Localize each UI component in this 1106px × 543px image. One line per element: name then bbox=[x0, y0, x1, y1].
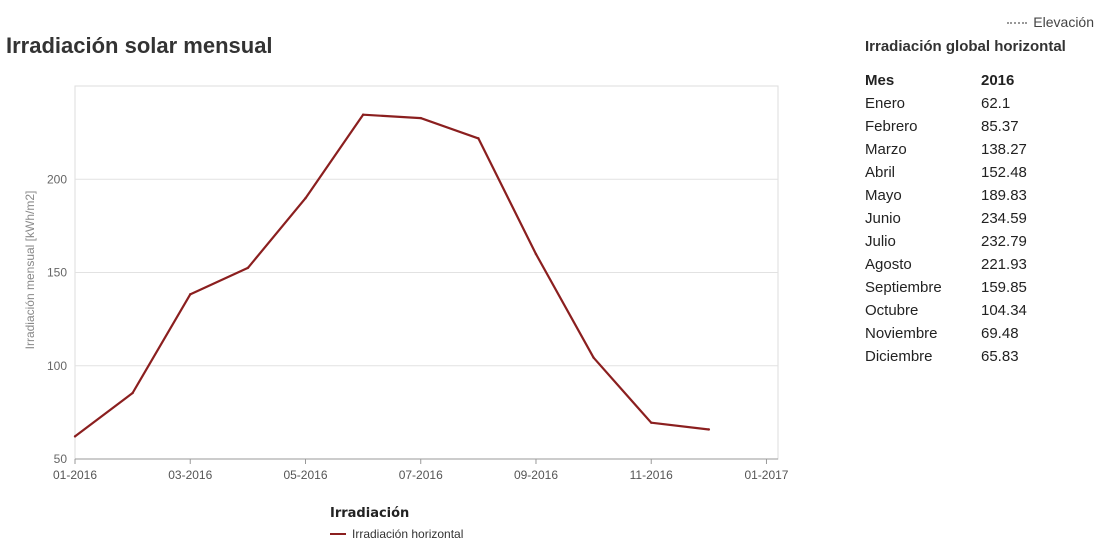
value-cell: 65.83 bbox=[981, 348, 1019, 365]
dotted-line-icon bbox=[1007, 22, 1028, 25]
series-swatch-icon bbox=[330, 533, 346, 535]
data-point bbox=[707, 428, 711, 431]
data-point bbox=[304, 197, 307, 200]
data-point bbox=[73, 435, 77, 438]
x-tick-label: 01-2016 bbox=[53, 468, 97, 482]
data-point bbox=[650, 421, 653, 424]
table-title: Irradiación global horizontal bbox=[865, 38, 1066, 55]
chart-legend: Irradiación Irradiación horizontal bbox=[330, 506, 463, 541]
x-tick-label: 05-2016 bbox=[283, 468, 327, 482]
table-row: Noviembre 69.48 bbox=[865, 322, 1027, 345]
series-line-irradiacion-horizontal bbox=[74, 113, 710, 438]
value-cell: 138.27 bbox=[981, 141, 1027, 158]
table-row: Octubre 104.34 bbox=[865, 299, 1027, 322]
chart-title: Irradiación solar mensual bbox=[6, 33, 273, 58]
data-point bbox=[592, 356, 595, 359]
month-cell: Junio bbox=[865, 210, 901, 227]
data-point bbox=[189, 293, 192, 296]
month-cell: Septiembre bbox=[865, 279, 942, 296]
month-cell: Julio bbox=[865, 233, 896, 250]
x-tick-label: 09-2016 bbox=[514, 468, 558, 482]
month-cell: Noviembre bbox=[865, 325, 938, 342]
month-cell: Octubre bbox=[865, 302, 919, 319]
table-row: Septiembre 159.85 bbox=[865, 276, 1027, 299]
header-year: 2016 bbox=[981, 72, 1015, 89]
data-point bbox=[534, 252, 538, 256]
month-cell: Abril bbox=[865, 164, 896, 181]
y-tick-label: 50 bbox=[54, 452, 68, 466]
value-cell: 234.59 bbox=[981, 210, 1027, 227]
month-cell: Febrero bbox=[865, 118, 918, 135]
month-cell: Diciembre bbox=[865, 348, 933, 365]
value-cell: 152.48 bbox=[981, 164, 1027, 181]
value-cell: 62.1 bbox=[981, 95, 1011, 112]
legend-item-label: Irradiación horizontal bbox=[352, 527, 464, 541]
elevation-legend-label: Elevación bbox=[1033, 14, 1094, 30]
data-point bbox=[361, 113, 365, 116]
value-cell: 232.79 bbox=[981, 233, 1027, 250]
legend-title: Irradiación bbox=[330, 506, 410, 521]
table-row: Febrero 85.37 bbox=[865, 115, 1027, 138]
x-tick-label: 11-2016 bbox=[630, 468, 673, 482]
table-header-row: Mes 2016 bbox=[865, 69, 1027, 92]
month-cell: Agosto bbox=[865, 256, 912, 273]
y-axis-label: Irradiación mensual [kWh/m2] bbox=[23, 190, 37, 350]
table-row: Julio 232.79 bbox=[865, 230, 1027, 253]
value-cell: 69.48 bbox=[981, 325, 1019, 342]
y-tick-label: 100 bbox=[47, 359, 67, 373]
legend-item-horizontal[interactable]: Irradiación horizontal bbox=[330, 527, 463, 541]
table-row: Mayo 189.83 bbox=[865, 184, 1027, 207]
value-cell: 189.83 bbox=[981, 187, 1027, 204]
x-tick-label: 07-2016 bbox=[399, 468, 443, 482]
month-cell: Marzo bbox=[865, 141, 907, 158]
irradiation-table: Mes 2016 Enero 62.1 Febrero 85.37 Marzo 138… bbox=[865, 69, 1027, 368]
elevation-legend[interactable]: Elevación bbox=[1007, 14, 1094, 30]
value-cell: 104.34 bbox=[981, 302, 1027, 319]
y-tick-label: 200 bbox=[47, 172, 67, 186]
x-tick-label: 03-2016 bbox=[168, 468, 212, 482]
header-month: Mes bbox=[865, 72, 895, 89]
value-cell: 159.85 bbox=[981, 279, 1027, 296]
month-cell: Mayo bbox=[865, 187, 902, 204]
data-point bbox=[246, 266, 250, 270]
table-row: Diciembre 65.83 bbox=[865, 345, 1027, 368]
irradiation-line-chart: 50 100 150 200 01-2016 03-2016 05-2016 07-2016 0… bbox=[47, 85, 789, 482]
data-point bbox=[477, 137, 480, 140]
table-row: Marzo 138.27 bbox=[865, 138, 1027, 161]
value-cell: 221.93 bbox=[981, 256, 1027, 273]
irradiation-table-panel: Irradiación global horizontal Mes 2016 E… bbox=[865, 38, 1090, 368]
data-point bbox=[131, 391, 134, 395]
data-point bbox=[419, 116, 422, 120]
x-tick-label: 01-2017 bbox=[744, 468, 788, 482]
table-row: Junio 234.59 bbox=[865, 207, 1027, 230]
y-tick-label: 150 bbox=[47, 266, 67, 280]
table-row: Enero 62.1 bbox=[865, 92, 1027, 115]
month-cell: Enero bbox=[865, 95, 906, 112]
table-row: Abril 152.48 bbox=[865, 161, 1027, 184]
table-row: Agosto 221.93 bbox=[865, 253, 1027, 276]
value-cell: 85.37 bbox=[981, 118, 1019, 135]
